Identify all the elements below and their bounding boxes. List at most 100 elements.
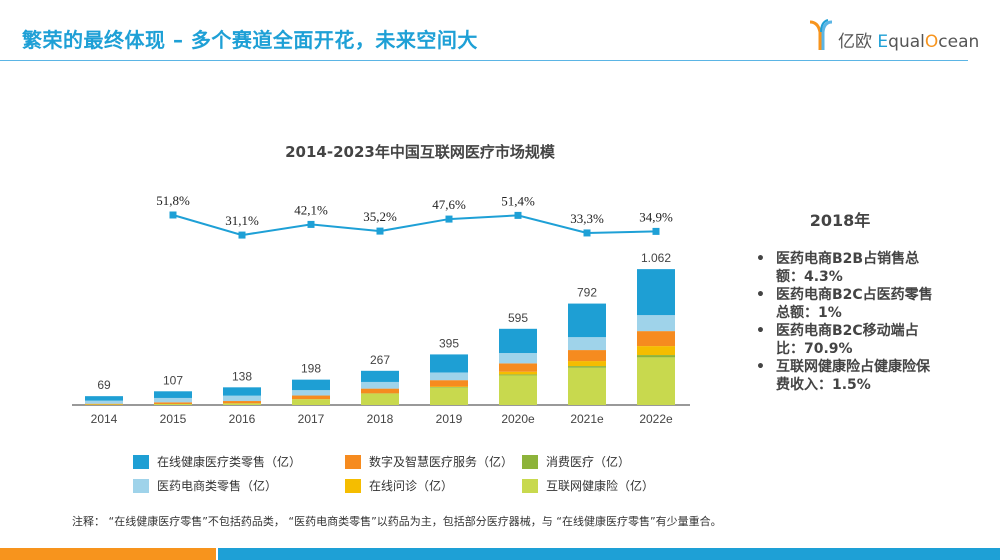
x-tick-label: 2021e: [570, 412, 604, 426]
bar-segment-0: [85, 404, 123, 405]
bar-segment-0: [361, 393, 399, 405]
bar-segment-0: [637, 357, 675, 405]
bar-segment-4: [85, 400, 123, 404]
bar-segment-3: [499, 363, 537, 372]
legend-swatch: [345, 478, 361, 493]
growth-label: 47,6%: [432, 197, 466, 212]
bar-segment-5: [430, 354, 468, 373]
side-facts: • 医药电商B2B占销售总额：4.3% • 医药电商B2C占医药零售总额：1% • 医…: [756, 250, 936, 394]
x-tick-label: 2017: [298, 412, 325, 426]
fact-text: 医药电商B2C移动端占比：70.9%: [776, 323, 919, 357]
bar-total-label: 595: [508, 311, 528, 325]
bar-segment-2: [499, 371, 537, 375]
bar-segment-3: [361, 388, 399, 394]
bar-segment-1: [637, 355, 675, 358]
legend-item: 消费医疗（亿）: [522, 453, 630, 470]
logo-mark-icon: [809, 19, 833, 50]
logo-cean: cean: [938, 32, 980, 52]
bar-segment-5: [361, 370, 399, 382]
bar-segment-1: [499, 374, 537, 376]
growth-point: [238, 231, 246, 239]
legend-swatch: [522, 454, 538, 469]
x-tick-label: 2022e: [639, 412, 673, 426]
bar-segment-0: [154, 403, 192, 405]
bar-segment-1: [568, 366, 606, 368]
bar-total-label: 395: [439, 336, 459, 350]
bar-segment-3: [637, 331, 675, 347]
bar-segment-0: [430, 387, 468, 405]
growth-label: 33,3%: [570, 211, 604, 226]
legend-swatch: [133, 454, 149, 469]
x-tick-label: 2016: [229, 412, 256, 426]
bar-segment-3: [85, 403, 123, 405]
growth-label: 35,2%: [363, 209, 397, 224]
growth-point: [514, 211, 522, 219]
legend-swatch: [133, 478, 149, 493]
bullet: •: [756, 287, 765, 303]
growth-point: [307, 220, 315, 228]
bar-segment-5: [568, 303, 606, 338]
footnote: 注释： “在线健康医疗零售”不包括药品类， “医药电商类零售”以药品为主，包括部…: [72, 515, 722, 528]
legend-label: 在线健康医疗类零售（亿）: [157, 455, 302, 469]
logo-qual: qual: [888, 32, 925, 52]
bar-segment-5: [292, 379, 330, 391]
growth-label: 42,1%: [294, 202, 328, 217]
legend-swatch: [522, 478, 538, 493]
bullet: •: [756, 359, 765, 375]
bullet: •: [756, 251, 765, 267]
bar-segment-5: [223, 387, 261, 396]
bar-segment-0: [499, 375, 537, 405]
bar-segment-5: [154, 391, 192, 398]
bar-segment-2: [430, 386, 468, 388]
footer-bar-blue: [218, 548, 1000, 560]
legend-label: 互联网健康险（亿）: [546, 479, 655, 493]
bar-segment-4: [430, 372, 468, 381]
bar-segment-4: [361, 381, 399, 389]
x-tick-label: 2019: [436, 412, 463, 426]
bar-segment-0: [568, 367, 606, 405]
growth-point: [652, 227, 660, 235]
footer-bar-orange: [0, 548, 216, 560]
bar-segment-5: [499, 328, 537, 354]
growth-label: 51,8%: [156, 193, 190, 208]
x-tick-label: 2018: [367, 412, 394, 426]
legend-item: 数字及智慧医疗服务（亿）: [345, 453, 513, 470]
growth-label: 31,1%: [225, 213, 259, 228]
legend-item: 在线问诊（亿）: [345, 477, 453, 494]
growth-line: [172, 214, 657, 237]
growth-point: [583, 229, 591, 237]
legend-item: 互联网健康险（亿）: [522, 477, 654, 494]
growth-point: [376, 227, 384, 235]
bar-total-label: 198: [301, 362, 321, 376]
bar-segment-3: [568, 350, 606, 362]
bar-segment-4: [568, 337, 606, 351]
fact-text: 互联网健康险占健康险保费收入：1.5%: [776, 359, 930, 393]
legend-label: 医药电商类零售（亿）: [157, 479, 278, 493]
x-tick-label: 2020e: [501, 412, 535, 426]
logo-o: O: [924, 32, 939, 52]
side-fact: • 医药电商B2B占销售总额：4.3%: [756, 250, 936, 286]
bar-total-label: 69: [97, 378, 111, 392]
side-fact: • 医药电商B2C占医药零售总额：1%: [756, 286, 936, 322]
growth-point: [445, 215, 453, 223]
growth-label: 51,4%: [501, 193, 535, 208]
legend-item: 医药电商类零售（亿）: [133, 477, 277, 494]
x-tick-label: 2015: [160, 412, 187, 426]
bar-total-label: 107: [163, 373, 183, 387]
bar-segment-3: [223, 401, 261, 404]
side-year: 2018年: [809, 211, 871, 230]
slide-title: 繁荣的最终体现 – 多个赛道全面开花，未来空间大: [22, 28, 478, 52]
bar-total-label: 138: [232, 369, 252, 383]
bar-total-label: 792: [577, 286, 597, 300]
logo-e: E: [877, 32, 889, 52]
bar-segment-1: [430, 387, 468, 388]
bar-segment-2: [637, 346, 675, 356]
bar-segment-3: [430, 380, 468, 387]
side-fact: • 医药电商B2C移动端占比：70.9%: [756, 322, 936, 358]
bar-segment-4: [154, 397, 192, 403]
bar-segment-3: [154, 402, 192, 404]
bar-segment-0: [223, 403, 261, 405]
logo-cn: 亿欧: [838, 32, 872, 52]
growth-label: 34,9%: [639, 209, 673, 224]
